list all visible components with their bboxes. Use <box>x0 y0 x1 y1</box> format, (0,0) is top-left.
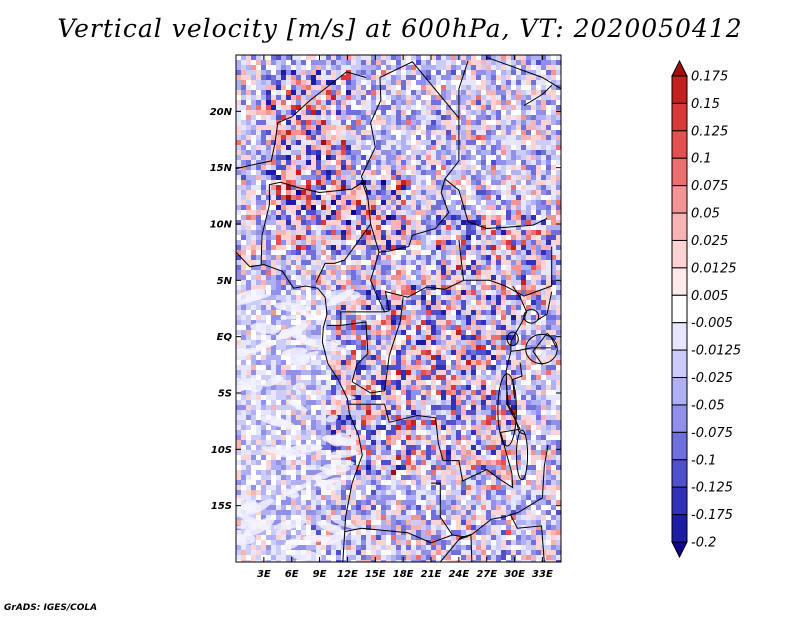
border-line <box>236 251 363 562</box>
colorbar-bin <box>671 239 688 269</box>
lon-tick-label: 9E <box>313 569 327 580</box>
lat-tick-label: EQ <box>217 332 233 343</box>
border-line <box>360 77 382 191</box>
chart-title: Vertical velocity [m/s] at 600hPa, VT: 2… <box>57 14 743 43</box>
lon-tick-label: 33E <box>532 569 553 580</box>
lon-tick-label: 12E <box>337 569 358 580</box>
border-line <box>236 71 367 170</box>
colorbar-level-label: 0.15 <box>691 97 720 112</box>
map-frame <box>235 54 562 563</box>
colorbar-level-label: -0.1 <box>691 453 716 468</box>
lat-tick-label: 15N <box>210 163 233 174</box>
colorbar-level-label: 0.125 <box>691 124 728 139</box>
border-line <box>444 178 548 230</box>
colorbar-bin <box>671 514 688 543</box>
lake-outline <box>515 429 529 481</box>
border-line <box>458 444 549 539</box>
lon-tick-label: 3E <box>257 569 271 580</box>
lat-tick-label: 5N <box>217 276 233 287</box>
border-line <box>523 85 553 107</box>
lon-tick-label: 30E <box>504 569 525 580</box>
colorbar-bin <box>671 130 688 159</box>
lat-tick-label: 5S <box>218 389 232 400</box>
colorbar-level-label: 0.05 <box>691 207 720 222</box>
colorbar-bin <box>671 431 688 461</box>
grads-credit: GrADS: IGES/COLA <box>4 603 98 613</box>
colorbar-level-label: -0.175 <box>691 508 733 523</box>
lake-outline <box>523 309 540 324</box>
colorbar-bin <box>671 102 688 132</box>
border-line <box>537 291 553 321</box>
colorbar-level-label: -0.005 <box>691 316 733 331</box>
colorbar-level-label: 0.005 <box>691 289 728 304</box>
border-line <box>260 181 372 283</box>
velocity-field <box>236 55 561 562</box>
lake-outline <box>506 331 519 347</box>
lon-tick-label: 24E <box>448 569 469 580</box>
colorbar-level-label: 0.175 <box>691 70 728 85</box>
border-line <box>458 60 469 119</box>
colorbar-bin <box>671 377 688 406</box>
colorbar-level-label: 0.025 <box>691 234 728 249</box>
colorbar-level-label: 0.0125 <box>691 261 737 276</box>
colorbar-bin <box>671 322 688 351</box>
border-line <box>512 362 523 399</box>
lat-tick-label: 15S <box>211 501 232 512</box>
border-line <box>349 347 551 489</box>
border-line <box>486 56 561 90</box>
border-line <box>439 534 473 562</box>
colorbar-level-label: -0.125 <box>691 481 733 496</box>
colorbar-top-arrow <box>671 59 688 77</box>
lake-outline <box>497 373 517 447</box>
colorbar-bin <box>671 404 688 433</box>
colorbar-level-label: 0.075 <box>691 179 728 194</box>
colorbar-bin <box>671 267 688 296</box>
colorbar-bin <box>671 294 688 324</box>
lon-tick-label: 6E <box>285 569 299 580</box>
border-line <box>431 482 453 536</box>
border-line <box>344 527 468 544</box>
colorbar: 0.175 0.15 0.125 0.1 0.075 0.05 0.025 0.0125 0.0… <box>671 59 741 559</box>
colorbar-bin <box>671 349 688 379</box>
border-line <box>509 513 545 562</box>
colorbar-level-label: -0.075 <box>691 426 733 441</box>
border-line <box>532 332 557 366</box>
border-line <box>370 252 464 313</box>
colorbar-bin <box>671 459 688 488</box>
country-borders <box>236 56 561 562</box>
colorbar-bin <box>671 185 688 214</box>
lon-tick-label: 18E <box>393 569 414 580</box>
colorbar-bottom-arrow <box>671 541 688 559</box>
latitude-axis: 20N 15N 10N 5N EQ 5S 10S 15S <box>210 107 561 512</box>
longitude-axis: 3E 6E 9E 12E 15E 18E 21E 24E 27E 30E 33E <box>257 55 553 580</box>
colorbar-bin <box>671 486 688 516</box>
colorbar-level-label: -0.0125 <box>691 344 741 359</box>
colorbar-level-label: -0.025 <box>691 371 733 386</box>
lat-tick-label: 10S <box>211 445 232 456</box>
colorbar-bin <box>671 75 688 104</box>
border-line <box>505 381 526 436</box>
lake-outline <box>525 333 558 365</box>
colorbar-level-label: -0.05 <box>691 398 725 413</box>
lat-tick-label: 20N <box>210 107 233 118</box>
colorbar-bin <box>671 157 688 187</box>
lon-tick-label: 21E <box>421 569 442 580</box>
colorbar-level-label: -0.2 <box>691 536 716 551</box>
lon-tick-label: 15E <box>365 569 386 580</box>
border-line <box>340 297 404 394</box>
lat-tick-label: 10N <box>210 220 233 231</box>
colorbar-bin <box>671 212 688 241</box>
colorbar-level-label: 0.1 <box>691 152 712 167</box>
lon-tick-label: 27E <box>476 569 497 580</box>
